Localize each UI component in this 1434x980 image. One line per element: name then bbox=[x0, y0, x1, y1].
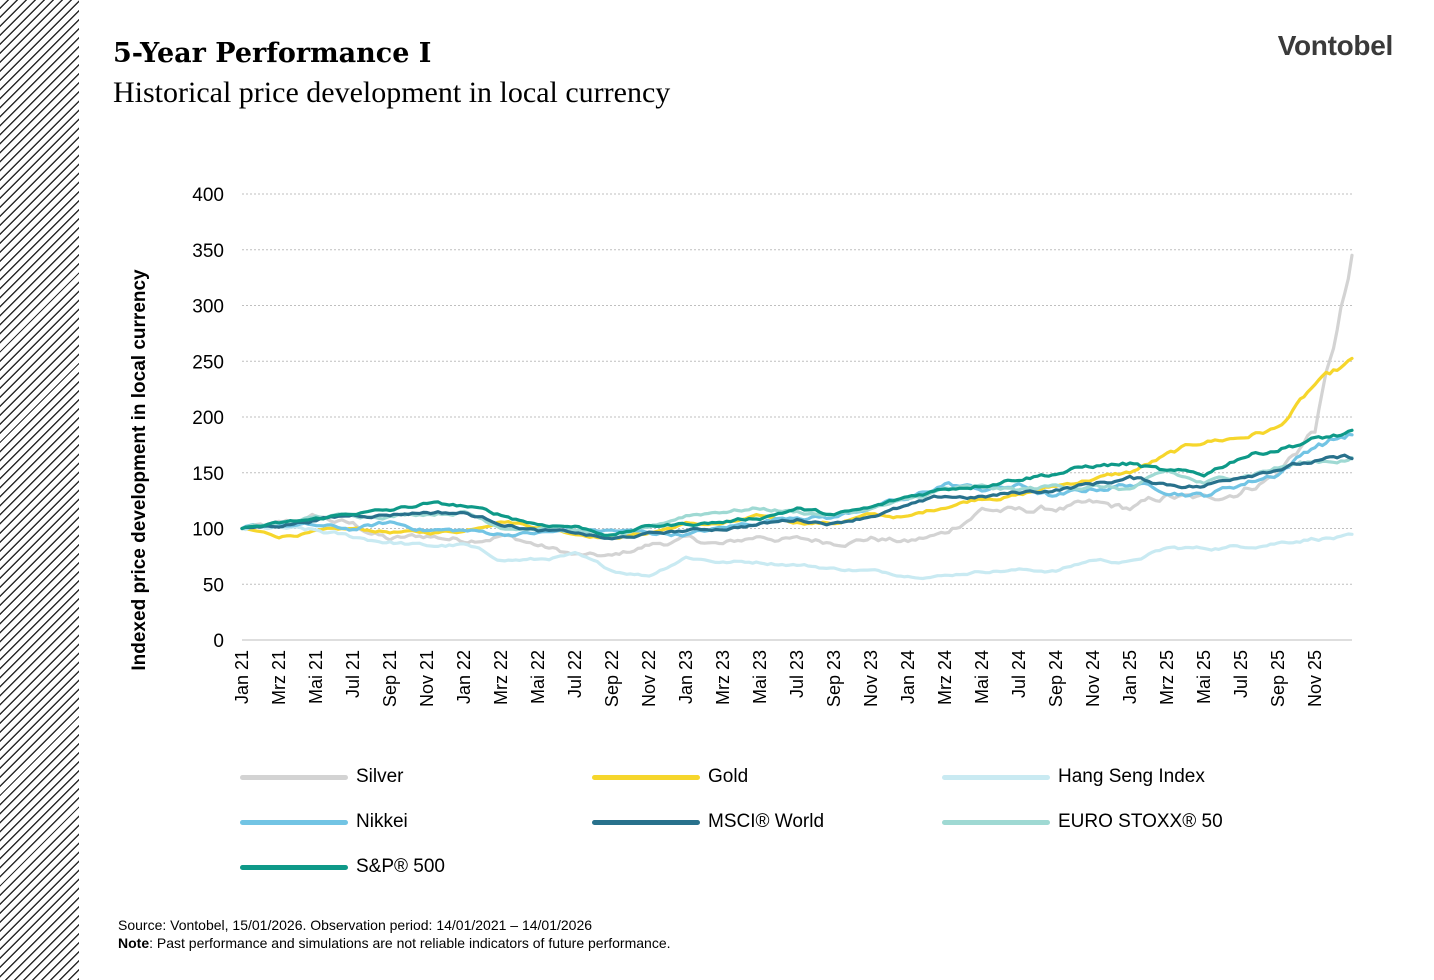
x-tick-label: Mrz 24 bbox=[935, 650, 955, 705]
legend-swatch bbox=[942, 819, 1050, 825]
series-line-hang-seng-index bbox=[240, 524, 1354, 581]
legend-item: EURO STOXX® 50 bbox=[942, 807, 1223, 837]
y-tick-label: 100 bbox=[192, 520, 224, 541]
series-line-nikkei bbox=[240, 432, 1354, 538]
y-tick-label: 150 bbox=[192, 464, 224, 485]
legend-swatch bbox=[942, 774, 1050, 780]
x-tick-label: Sep 24 bbox=[1046, 650, 1066, 707]
x-tick-label: Nov 24 bbox=[1083, 650, 1103, 707]
legend-swatch bbox=[592, 774, 700, 780]
note-text: : Past performance and simulations are n… bbox=[149, 935, 671, 951]
page-title: 5-Year Performance I bbox=[113, 38, 432, 69]
source-footnote: Source: Vontobel, 15/01/2026. Observatio… bbox=[118, 916, 671, 952]
legend-label: Silver bbox=[356, 766, 404, 787]
y-axis-title: Indexed price development in local curre… bbox=[129, 269, 150, 671]
legend-label: Nikkei bbox=[356, 811, 408, 832]
y-tick-label: 400 bbox=[192, 185, 224, 206]
legend-swatch bbox=[592, 819, 700, 825]
y-tick-label: 200 bbox=[192, 408, 224, 429]
series-line-s-p-500 bbox=[240, 428, 1354, 538]
x-tick-label: Jul 24 bbox=[1009, 650, 1029, 698]
legend-item: MSCI® World bbox=[592, 807, 824, 837]
legend-label: Hang Seng Index bbox=[1058, 766, 1205, 787]
legend-item: S&P® 500 bbox=[240, 852, 445, 882]
series-line-gold bbox=[240, 356, 1354, 540]
x-tick-label: Mai 22 bbox=[528, 650, 548, 704]
x-tick-label: Mrz 21 bbox=[269, 650, 289, 705]
legend-label: MSCI® World bbox=[708, 811, 825, 832]
note-label: Note bbox=[118, 935, 150, 951]
legend-item: Gold bbox=[592, 762, 748, 792]
x-tick-label: Jul 25 bbox=[1231, 650, 1251, 698]
page-subtitle: Historical price development in local cu… bbox=[113, 76, 671, 109]
legend-label: EURO STOXX® 50 bbox=[1058, 811, 1223, 832]
x-tick-label: Mai 23 bbox=[750, 650, 770, 704]
legend-item: Hang Seng Index bbox=[942, 762, 1205, 792]
x-tick-label: Sep 25 bbox=[1268, 650, 1288, 707]
x-tick-label: Mrz 23 bbox=[713, 650, 733, 705]
x-tick-label: Jul 21 bbox=[343, 650, 363, 698]
x-tick-label: Mrz 25 bbox=[1157, 650, 1177, 705]
disclaimer-note: Note: Past performance and simulations a… bbox=[118, 934, 671, 952]
x-tick-label: Nov 25 bbox=[1305, 650, 1325, 707]
x-tick-label: Jul 22 bbox=[565, 650, 585, 698]
x-tick-label: Jan 24 bbox=[898, 650, 918, 704]
y-tick-label: 300 bbox=[192, 297, 224, 318]
legend-label: S&P® 500 bbox=[356, 856, 445, 877]
series-line-msci-world bbox=[240, 453, 1354, 541]
x-tick-label: Sep 23 bbox=[824, 650, 844, 707]
legend-label: Gold bbox=[708, 766, 749, 787]
x-tick-label: Jan 23 bbox=[676, 650, 696, 704]
hatched-side-band bbox=[0, 0, 79, 980]
x-tick-label: Jul 23 bbox=[787, 650, 807, 698]
x-tick-label: Nov 22 bbox=[639, 650, 659, 707]
source-text: Source: Vontobel, 15/01/2026. Observatio… bbox=[118, 917, 593, 933]
x-tick-label: Jan 21 bbox=[232, 650, 252, 704]
x-tick-label: Jan 22 bbox=[454, 650, 474, 704]
x-tick-label: Sep 21 bbox=[380, 650, 400, 707]
y-tick-label: 350 bbox=[192, 241, 224, 262]
x-tick-label: Nov 21 bbox=[417, 650, 437, 707]
x-tick-label: Sep 22 bbox=[602, 650, 622, 707]
x-tick-label: Mrz 22 bbox=[491, 650, 511, 705]
x-tick-label: Mai 24 bbox=[972, 650, 992, 704]
legend-swatch bbox=[240, 864, 348, 870]
x-tick-label: Mai 25 bbox=[1194, 650, 1214, 704]
line-chart: 0 50 100 150 200 250 300 350 400 Indexed price de… bbox=[129, 185, 1354, 707]
x-tick-label: Mai 21 bbox=[306, 650, 326, 704]
y-tick-label: 50 bbox=[203, 575, 224, 596]
vontobel-logo: Vontobel bbox=[1277, 30, 1394, 61]
x-tick-label: Nov 23 bbox=[861, 650, 881, 707]
y-tick-label: 250 bbox=[192, 352, 224, 373]
y-tick-label: 0 bbox=[213, 631, 224, 652]
legend-swatch bbox=[240, 774, 348, 780]
legend-item: Silver bbox=[240, 762, 404, 792]
x-tick-label: Jan 25 bbox=[1120, 650, 1140, 704]
legend-swatch bbox=[240, 819, 348, 825]
legend-item: Nikkei bbox=[240, 807, 408, 837]
